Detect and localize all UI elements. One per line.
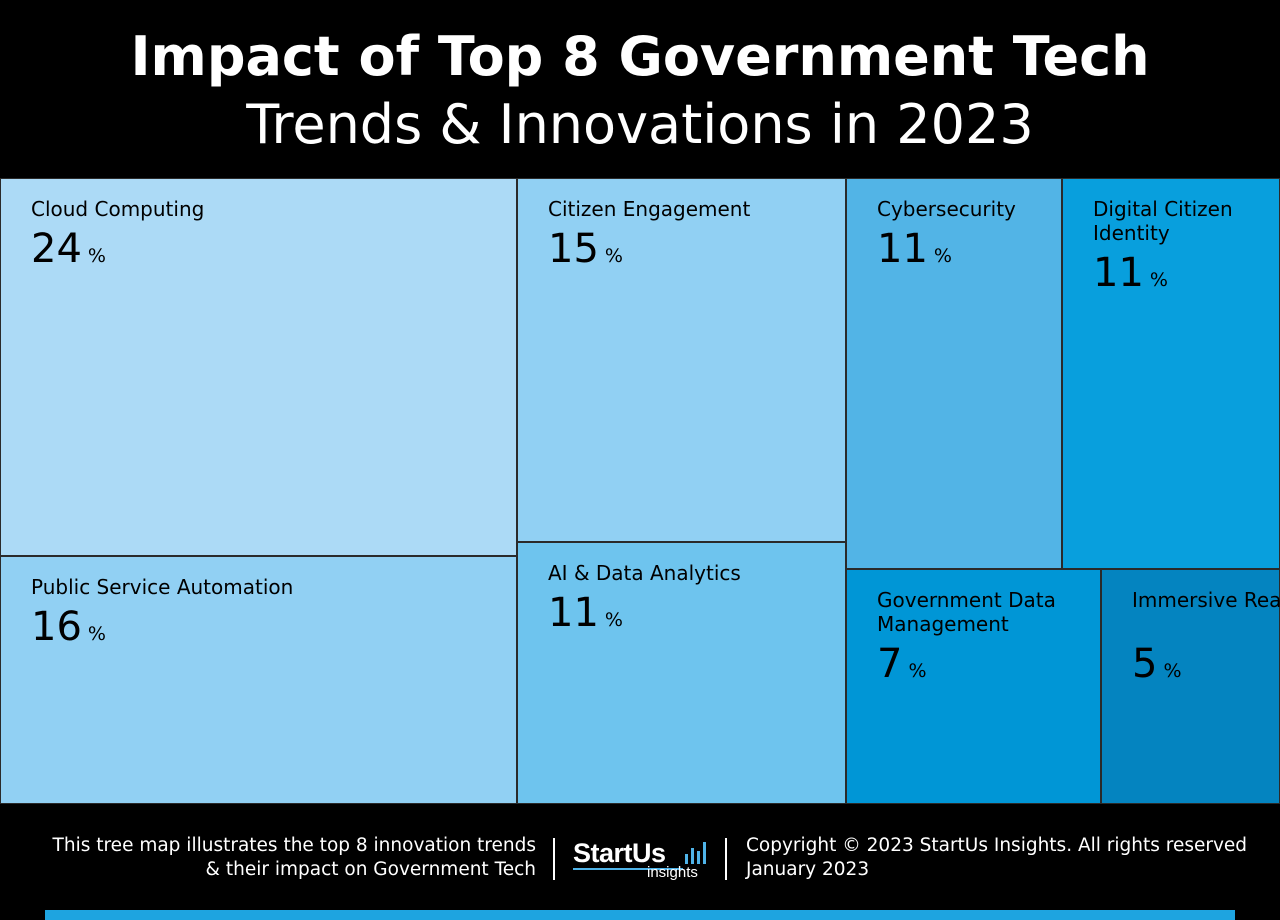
tile-value-number: 24 — [31, 226, 82, 272]
tile-value: 11% — [548, 589, 623, 644]
treemap-tile: Citizen Engagement 15% — [517, 178, 846, 542]
startus-logo: StartUs insights — [573, 838, 709, 884]
chart-subtitle: Trends & Innovations in 2023 — [246, 93, 1034, 156]
footer-description-line2: & their impact on Government Tech — [205, 859, 536, 880]
tile-value-number: 11 — [548, 590, 599, 636]
tile-value-unit: % — [1149, 269, 1168, 291]
treemap: Cloud Computing 24% Public Service Automat… — [0, 178, 1280, 804]
tile-label: AI & Data Analytics — [548, 561, 741, 585]
tile-value-number: 7 — [877, 641, 903, 687]
tile-value-unit: % — [604, 245, 623, 267]
tile-label: Citizen Engagement — [548, 197, 751, 221]
tile-label: Cloud Computing — [31, 197, 205, 221]
footer: This tree map illustrates the top 8 inno… — [0, 804, 1280, 920]
treemap-tile: Public Service Automation 16% — [0, 556, 517, 804]
tile-value-unit: % — [933, 245, 952, 267]
bottom-accent-bar — [45, 910, 1235, 920]
tile-value-number: 11 — [877, 226, 928, 272]
tile-value: 16% — [31, 603, 106, 658]
tile-label: Immersive Reality — [1132, 588, 1280, 612]
tile-value-unit: % — [604, 609, 623, 631]
tile-label: Public Service Automation — [31, 575, 294, 599]
footer-copyright-block: Copyright © 2023 StartUs Insights. All r… — [746, 834, 1247, 882]
tile-value-number: 5 — [1132, 641, 1158, 687]
tile-label: Government Data Management — [877, 588, 1056, 636]
footer-divider-left — [553, 838, 555, 880]
tile-value-number: 15 — [548, 226, 599, 272]
date-text: January 2023 — [746, 859, 870, 880]
footer-description-line1: This tree map illustrates the top 8 inno… — [52, 835, 536, 856]
tile-value-unit: % — [87, 623, 106, 645]
tile-value-unit: % — [1163, 660, 1182, 682]
logo-underline — [573, 868, 683, 870]
footer-divider-right — [725, 838, 727, 880]
treemap-tile: Government Data Management 7% — [846, 569, 1101, 804]
tile-value: 7% — [877, 640, 927, 695]
logo-sub: insights — [647, 864, 698, 881]
bar-chart-icon — [685, 842, 706, 864]
header: Impact of Top 8 Government Tech Trends &… — [0, 0, 1280, 178]
tile-label: Cybersecurity — [877, 197, 1016, 221]
tile-value-number: 11 — [1093, 250, 1144, 296]
tile-value: 15% — [548, 225, 623, 280]
tile-value-unit: % — [87, 245, 106, 267]
copyright-text: Copyright © 2023 StartUs Insights. All r… — [746, 835, 1248, 856]
tile-value: 11% — [877, 225, 952, 280]
treemap-tile: AI & Data Analytics 11% — [517, 542, 846, 804]
tile-value-number: 16 — [31, 604, 82, 650]
treemap-tile: Cybersecurity 11% — [846, 178, 1062, 569]
treemap-tile: Immersive Reality 5% — [1101, 569, 1280, 804]
tile-value: 11% — [1093, 249, 1168, 304]
logo-brand: StartUs — [573, 838, 666, 868]
footer-description: This tree map illustrates the top 8 inno… — [16, 834, 536, 882]
tile-value: 24% — [31, 225, 106, 280]
treemap-tile: Digital Citizen Identity 11% — [1062, 178, 1280, 569]
tile-label: Digital Citizen Identity — [1093, 197, 1233, 245]
tile-value: 5% — [1132, 640, 1182, 695]
tile-value-unit: % — [908, 660, 927, 682]
chart-title: Impact of Top 8 Government Tech — [130, 25, 1150, 88]
treemap-tile: Cloud Computing 24% — [0, 178, 517, 556]
